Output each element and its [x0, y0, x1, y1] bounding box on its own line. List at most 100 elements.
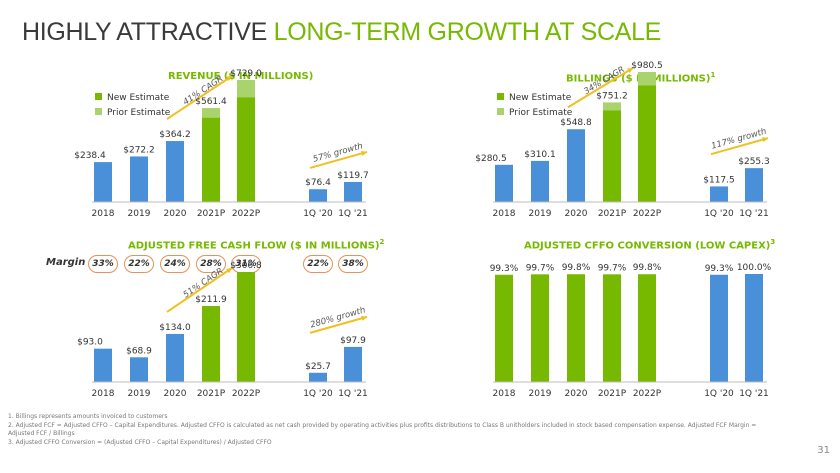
cffo-chart-title: ADJUSTED CFFO CONVERSION (LOW CAPEX)3 [524, 238, 776, 252]
footnote-3: 3. Adjusted CFFO Conversion = (Adjusted … [8, 438, 272, 446]
growth-arrow-head [361, 150, 367, 156]
data-label: 99.7% [598, 263, 627, 273]
tick-label: 2020 [164, 389, 187, 399]
tick-label: 2018 [493, 389, 516, 399]
data-label: $280.5 [475, 154, 507, 164]
tick-label: 2021P [197, 209, 226, 219]
data-label: $238.4 [74, 151, 106, 161]
tick-label: 2021P [598, 389, 627, 399]
bar [344, 346, 362, 382]
bar [94, 162, 112, 202]
data-label: $306.8 [230, 261, 262, 271]
bar [603, 274, 621, 382]
data-label: $97.9 [340, 336, 366, 346]
legend-prior-label: Prior Estimate [509, 108, 573, 118]
data-label: $272.2 [123, 145, 155, 155]
tick-label: 2022P [232, 389, 261, 399]
bar-increment [603, 102, 621, 111]
data-label: $980.5 [631, 61, 663, 71]
data-label: $134.0 [159, 323, 191, 333]
tick-label: 1Q '21 [338, 389, 368, 399]
bar-increment [237, 80, 255, 98]
data-label: $68.9 [126, 346, 152, 356]
tick-label: 1Q '20 [303, 389, 333, 399]
bar [495, 274, 513, 382]
page-title-part1: HIGHLY ATTRACTIVE [22, 18, 267, 46]
growth-arrow [309, 151, 368, 169]
cagr-arrow [166, 75, 233, 120]
bar [237, 272, 255, 382]
tick-label: 2021P [598, 209, 627, 219]
margin-badge: 38% [338, 255, 368, 273]
page-title-part2: LONG-TERM GROWTH AT SCALE [273, 18, 662, 46]
data-label: $119.7 [337, 171, 369, 181]
tick-label: 1Q '21 [739, 209, 769, 219]
margin-label: Margin [46, 257, 86, 268]
data-label: 99.3% [705, 264, 734, 274]
bar-increment [638, 72, 656, 86]
legend-prior-label: Prior Estimate [107, 108, 171, 118]
data-label: $76.4 [305, 178, 331, 188]
tick-label: 1Q '20 [303, 209, 333, 219]
data-label: $751.2 [596, 91, 628, 101]
cagr-arrow [567, 67, 634, 109]
chart-2 [92, 267, 368, 383]
bar [638, 274, 656, 382]
tick-label: 2019 [128, 209, 151, 219]
margin-badge: 22% [303, 255, 333, 273]
tick-label: 2020 [565, 389, 588, 399]
data-label: 99.8% [633, 263, 662, 273]
tick-label: 2018 [493, 209, 516, 219]
tick-label: 1Q '20 [704, 389, 734, 399]
tick-label: 2022P [633, 389, 662, 399]
legend-swatch-new [497, 93, 504, 100]
footnote-2: 2. Adjusted FCF = Adjusted CFFO – Capita… [8, 421, 757, 429]
margin-badge: 28% [196, 255, 226, 273]
data-label: 99.3% [490, 264, 519, 274]
revenue-chart-title: REVENUE ($ IN MILLIONS) [168, 71, 314, 82]
page-title: HIGHLY ATTRACTIVE LONG-TERM GROWTH AT SC… [22, 18, 661, 47]
data-label: 100.0% [737, 263, 772, 273]
growth-arrow-head [361, 315, 367, 321]
tick-label: 2022P [232, 209, 261, 219]
tick-label: 1Q '21 [739, 389, 769, 399]
chart-3 [493, 274, 767, 383]
data-label: 99.8% [562, 263, 591, 273]
bar [567, 274, 585, 382]
footnote-2-cont: Adjusted FCF / Billings [8, 430, 75, 437]
bar [94, 348, 112, 382]
footnote-1: 1. Billings represents amounts invoiced … [8, 413, 168, 420]
tick-label: 2022P [633, 209, 662, 219]
legend-swatch-new [95, 93, 102, 100]
margin-badge: 33% [88, 255, 118, 273]
bar [567, 129, 585, 202]
growth-arrow-head [762, 137, 768, 143]
page-number: 31 [817, 445, 830, 456]
data-label: $255.3 [738, 157, 770, 167]
margin-badge: 24% [160, 255, 190, 273]
tick-label: 2018 [92, 209, 115, 219]
data-label: $364.2 [159, 130, 191, 140]
data-label: $310.1 [524, 150, 556, 160]
bar [531, 160, 549, 202]
bar [638, 85, 656, 202]
legend-swatch-prior [497, 108, 504, 115]
bar [745, 168, 763, 202]
cagr-arrow-head [627, 68, 633, 74]
data-label: $729.0 [230, 69, 262, 79]
legend-swatch-prior [95, 108, 102, 115]
bar [130, 156, 148, 202]
bar [531, 274, 549, 382]
bar-increment [202, 108, 220, 118]
bar [710, 186, 728, 202]
chart-0 [92, 75, 368, 203]
data-label: $561.4 [195, 97, 227, 107]
bar [202, 306, 220, 382]
tick-label: 2019 [128, 389, 151, 399]
bar [344, 181, 362, 202]
data-label: 99.7% [526, 263, 555, 273]
data-label: $25.7 [305, 362, 331, 372]
cagr-arrow [166, 267, 233, 313]
bar [202, 117, 220, 202]
bar [603, 110, 621, 202]
